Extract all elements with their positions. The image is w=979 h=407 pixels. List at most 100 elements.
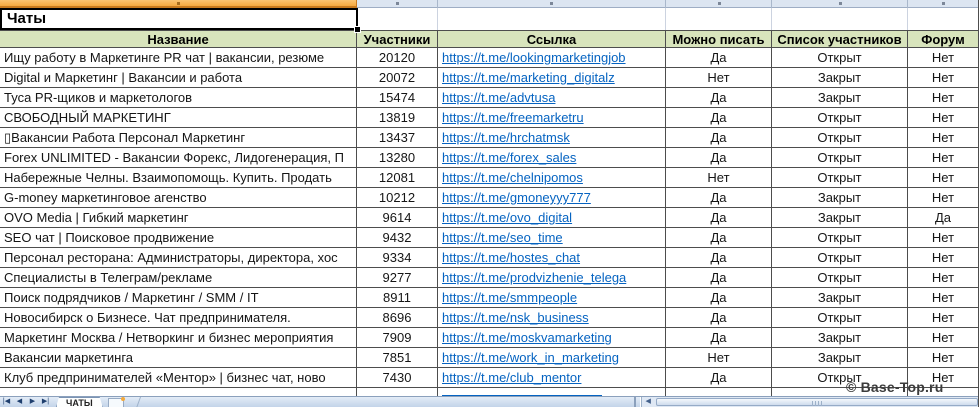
members-cell[interactable]: 13280 (357, 148, 438, 168)
next-sheet-button[interactable]: ▶ (29, 398, 36, 405)
empty-cell[interactable] (772, 8, 908, 30)
column-header-c[interactable] (438, 0, 666, 8)
chat-name-cell[interactable]: SEO чат | Поисковое продвижение (0, 228, 357, 248)
forum-cell[interactable]: Нет (908, 108, 978, 128)
chat-name-cell[interactable]: Туса PR-щиков и маркетологов (0, 88, 357, 108)
chat-name-cell[interactable]: G-money маркетинговое агенство (0, 188, 357, 208)
can-write-cell[interactable]: Да (666, 88, 772, 108)
can-write-cell[interactable]: Да (666, 128, 772, 148)
member-list-cell[interactable]: Закрыт (772, 188, 908, 208)
chat-link[interactable]: https://t.me/prodvizhenie_telega (438, 268, 666, 288)
forum-cell[interactable]: Нет (908, 88, 978, 108)
scroll-left-arrow[interactable]: ◀ (645, 398, 651, 405)
column-header-label[interactable]: Название (0, 30, 357, 48)
chat-name-cell[interactable]: Digital и Маркетинг | Вакансии и работа (0, 68, 357, 88)
member-list-cell[interactable]: Открыт (772, 368, 908, 388)
forum-cell[interactable]: Нет (908, 308, 978, 328)
chat-name-cell[interactable]: Специалисты в Телеграм/рекламе (0, 268, 357, 288)
chat-link[interactable]: https://t.me/lookingmarketingjob (438, 48, 666, 68)
chat-name-cell[interactable]: Вакансии маркетинга (0, 348, 357, 368)
can-write-cell[interactable]: Да (666, 108, 772, 128)
prev-sheet-button[interactable]: ◀ (16, 398, 23, 405)
forum-cell[interactable]: Нет (908, 228, 978, 248)
member-list-cell[interactable]: Открыт (772, 48, 908, 68)
chat-name-cell[interactable] (0, 388, 357, 396)
chat-name-cell[interactable]: OVO Media | Гибкий маркетинг (0, 208, 357, 228)
column-header-label[interactable]: Участники (357, 30, 438, 48)
can-write-cell[interactable] (666, 388, 772, 396)
chat-link[interactable]: https://t.me/seo_time (438, 228, 666, 248)
member-list-cell[interactable]: Открыт (772, 308, 908, 328)
forum-cell[interactable]: Нет (908, 188, 978, 208)
chat-name-cell[interactable]: Ищу работу в Маркетинге PR чат | ваканси… (0, 48, 357, 68)
members-cell[interactable]: 7430 (357, 368, 438, 388)
can-write-cell[interactable]: Да (666, 368, 772, 388)
chat-name-cell[interactable]: Маркетинг Москва / Нетворкинг и бизнес м… (0, 328, 357, 348)
column-header-d[interactable] (666, 0, 772, 8)
members-cell[interactable]: 13819 (357, 108, 438, 128)
chat-link[interactable]: https://t.me/moskvamarketing (438, 328, 666, 348)
tab-scrollbar-splitter[interactable] (633, 397, 641, 407)
members-cell[interactable]: 8911 (357, 288, 438, 308)
chat-name-cell[interactable]: Персонал ресторана: Администраторы, дире… (0, 248, 357, 268)
member-list-cell[interactable]: Закрыт (772, 208, 908, 228)
chat-link[interactable]: https://t.me/forex_sales (438, 148, 666, 168)
forum-cell[interactable]: Нет (908, 68, 978, 88)
members-cell[interactable]: 7909 (357, 328, 438, 348)
chat-link[interactable]: https://t.me/hostes_chat (438, 248, 666, 268)
forum-cell[interactable]: Да (908, 208, 978, 228)
empty-cell[interactable] (357, 8, 438, 30)
chat-link[interactable]: https://t.me/ovo_digital (438, 208, 666, 228)
members-cell[interactable]: 15474 (357, 88, 438, 108)
forum-cell[interactable]: Нет (908, 348, 978, 368)
forum-cell[interactable]: Нет (908, 128, 978, 148)
forum-cell[interactable]: Нет (908, 288, 978, 308)
forum-cell[interactable]: Нет (908, 328, 978, 348)
member-list-cell[interactable]: Открыт (772, 168, 908, 188)
can-write-cell[interactable]: Нет (666, 168, 772, 188)
chat-link[interactable]: https://t.me/chelnipomos (438, 168, 666, 188)
can-write-cell[interactable]: Нет (666, 68, 772, 88)
can-write-cell[interactable]: Да (666, 288, 772, 308)
members-cell[interactable] (357, 388, 438, 396)
can-write-cell[interactable]: Нет (666, 348, 772, 368)
members-cell[interactable]: 8696 (357, 308, 438, 328)
forum-cell[interactable]: Нет (908, 148, 978, 168)
can-write-cell[interactable]: Да (666, 248, 772, 268)
last-sheet-button[interactable]: ▶| (41, 398, 50, 405)
members-cell[interactable]: 9277 (357, 268, 438, 288)
chat-link[interactable]: https://t.me/nsk_business (438, 308, 666, 328)
can-write-cell[interactable]: Да (666, 188, 772, 208)
members-cell[interactable]: 20120 (357, 48, 438, 68)
member-list-cell[interactable]: Открыт (772, 228, 908, 248)
horizontal-scrollbar-thumb[interactable] (655, 398, 978, 406)
fill-handle[interactable] (354, 26, 361, 33)
chat-name-cell[interactable]: СВОБОДНЫЙ МАРКЕТИНГ (0, 108, 357, 128)
chat-name-cell[interactable]: Набережные Челны. Взаимопомощь. Купить. … (0, 168, 357, 188)
member-list-cell[interactable]: Закрыт (772, 288, 908, 308)
column-header-label[interactable]: Форум (908, 30, 978, 48)
column-header-e[interactable] (772, 0, 908, 8)
forum-cell[interactable]: Нет (908, 168, 978, 188)
member-list-cell[interactable]: Открыт (772, 268, 908, 288)
chat-link[interactable]: https://t.me/gmoneyyy777 (438, 188, 666, 208)
members-cell[interactable]: 13437 (357, 128, 438, 148)
chat-link-cell[interactable] (438, 388, 666, 396)
chat-name-cell[interactable]: Forex UNLIMITED - Вакансии Форекс, Лидог… (0, 148, 357, 168)
chat-name-cell[interactable]: Поиск подрядчиков / Маркетинг / SMM / IT (0, 288, 357, 308)
members-cell[interactable]: 20072 (357, 68, 438, 88)
forum-cell[interactable]: Нет (908, 268, 978, 288)
can-write-cell[interactable]: Да (666, 228, 772, 248)
empty-cell[interactable] (908, 8, 978, 30)
column-header-label[interactable]: Список участников (772, 30, 908, 48)
can-write-cell[interactable]: Да (666, 328, 772, 348)
members-cell[interactable]: 9334 (357, 248, 438, 268)
column-header-b[interactable] (357, 0, 438, 8)
member-list-cell[interactable]: Открыт (772, 248, 908, 268)
selected-cell[interactable]: Чаты (0, 8, 358, 30)
chat-link[interactable]: https://t.me/advtusa (438, 88, 666, 108)
can-write-cell[interactable]: Да (666, 148, 772, 168)
member-list-cell[interactable]: Закрыт (772, 348, 908, 368)
chat-link[interactable]: https://t.me/work_in_marketing (438, 348, 666, 368)
empty-cell[interactable] (666, 8, 772, 30)
